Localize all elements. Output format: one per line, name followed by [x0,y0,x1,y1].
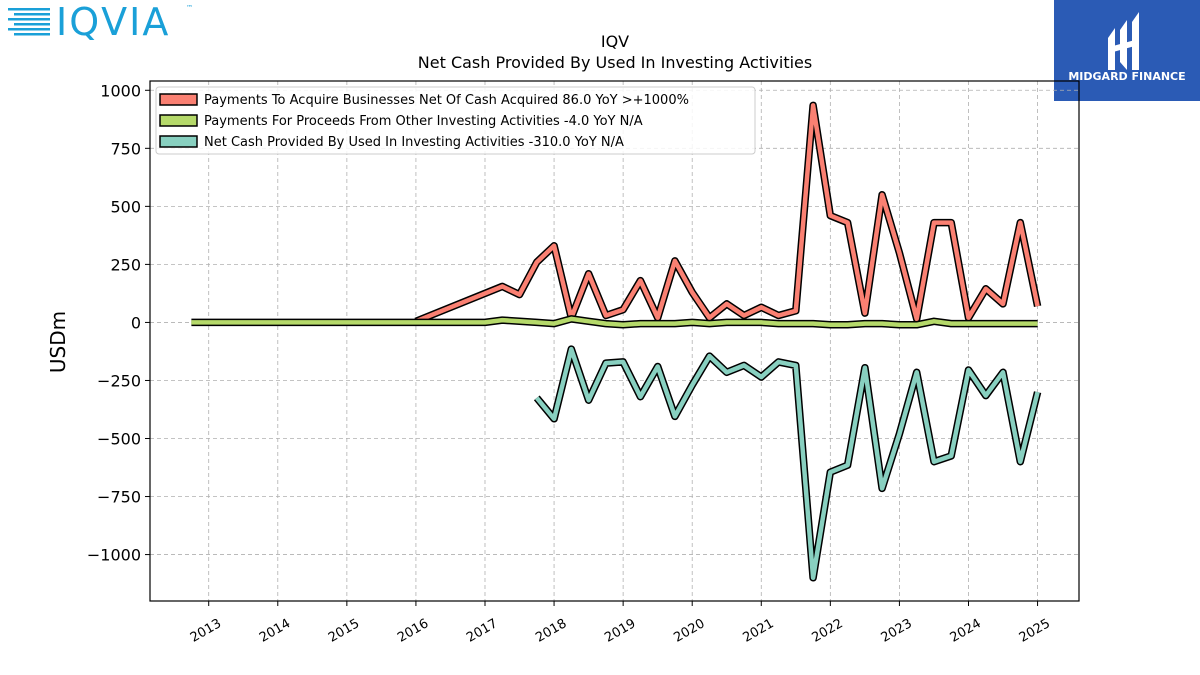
x-tick-label: 2016 [395,616,431,646]
iqvia-lines-icon [8,8,50,36]
y-tick-label: 250 [110,255,141,274]
series-line-acquisitions [414,101,1042,325]
legend-label-net-investing: Net Cash Provided By Used In Investing A… [204,135,624,150]
x-tick-label: 2015 [326,616,362,646]
series-layer [191,101,1042,582]
legend-swatch-acquisitions [159,93,198,106]
y-tick-label: −1000 [87,546,141,565]
legend-box [155,86,756,155]
legend-label-acquisitions: Payments To Acquire Businesses Net Of Ca… [204,93,689,108]
x-tick-label: 2025 [1017,616,1053,646]
plot-frame [149,80,1080,602]
x-tick-label: 2018 [533,616,569,646]
series-path [415,103,1040,324]
legend-swatch-other-investing [159,114,198,127]
y-tick-label: −250 [97,371,141,390]
x-tick-label: 2019 [602,616,638,646]
x-tick-label: 2020 [671,616,707,646]
x-tick-label: 2013 [188,616,224,646]
chart-title: IQV [601,32,629,51]
midgard-finance-logo: MIDGARD FINANCE [1054,0,1200,101]
y-axis-ticks: 1000 750 500 250 0 −250 −500 −750 −1000 [87,81,150,565]
series-line-other-investing [191,315,1038,329]
legend-label-other-investing: Payments For Proceeds From Other Investi… [204,114,643,129]
x-tick-label: 2014 [257,616,293,646]
grid [150,81,1079,601]
series-outline [533,345,1042,582]
series-path [191,316,1038,328]
x-tick-label: 2017 [464,616,500,646]
x-tick-label: 2024 [948,616,984,646]
y-axis-label: USDm [46,311,70,373]
x-tick-label: 2023 [879,616,915,646]
legend-swatch-net-investing [159,135,198,148]
y-tick-label: −500 [97,430,141,449]
x-axis-ticks: 2013 2014 2015 2016 2017 2018 2019 2020 2021 2022… [188,601,1053,646]
series-line-net-investing [533,345,1042,582]
iqvia-wordmark: IQVIA [56,0,170,44]
iqvia-trademark: ™ [186,4,193,12]
midgard-emblem-icon [1108,12,1139,70]
y-tick-label: −750 [97,488,141,507]
midgard-wordmark: MIDGARD FINANCE [1068,70,1185,83]
y-tick-label: 1000 [100,81,141,100]
x-tick-label: 2021 [740,616,776,646]
y-tick-label: 750 [110,139,141,158]
y-tick-label: 0 [131,313,141,332]
y-tick-label: 500 [110,197,141,216]
iqvia-logo: IQVIA ™ [8,0,193,44]
legend: Payments To Acquire Businesses Net Of Ca… [155,86,756,155]
x-tick-label: 2022 [810,616,846,646]
chart-subtitle: Net Cash Provided By Used In Investing A… [418,53,812,72]
series-path [535,346,1040,581]
